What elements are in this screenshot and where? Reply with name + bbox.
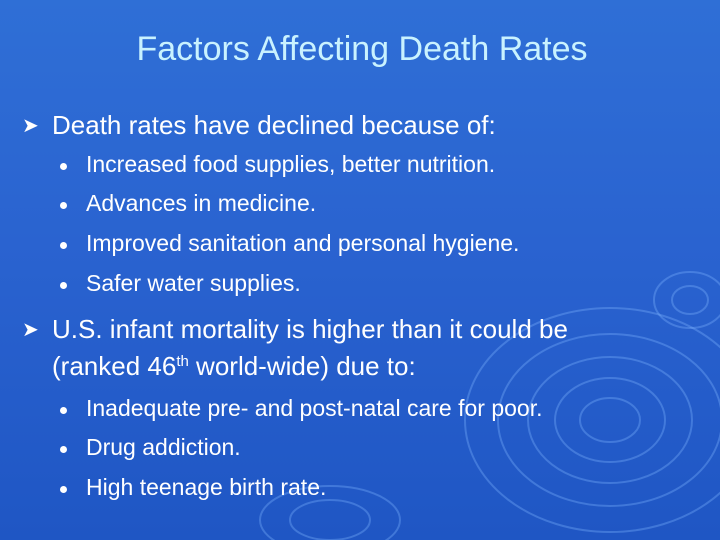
subbullet-item: Safer water supplies. (60, 267, 301, 300)
slide-title: Factors Affecting Death Rates (136, 30, 588, 68)
round-bullet-icon (60, 446, 67, 453)
bullet-text-line2: (ranked 46th world-wide) due to: (52, 351, 416, 381)
round-bullet-icon (60, 486, 67, 493)
subbullet-item: Inadequate pre- and post-natal care for … (60, 392, 542, 425)
round-bullet-icon (60, 202, 67, 209)
arrow-bullet-icon: ➤ (22, 115, 39, 137)
round-bullet-icon (60, 407, 67, 414)
bullet-text: Death rates have declined because of: (52, 110, 496, 140)
bullet-infant-mortality: ➤ U.S. infant mortality is higher than it… (22, 311, 568, 384)
arrow-bullet-icon: ➤ (22, 319, 39, 341)
bullet-text-line1: U.S. infant mortality is higher than it … (52, 314, 568, 344)
round-bullet-icon (60, 242, 67, 249)
subbullet-item: Increased food supplies, better nutritio… (60, 148, 495, 181)
subbullet-item: Advances in medicine. (60, 187, 316, 220)
ordinal-superscript: th (176, 353, 189, 370)
subbullet-item: Drug addiction. (60, 431, 241, 464)
round-bullet-icon (60, 282, 67, 289)
subbullet-item: Improved sanitation and personal hygiene… (60, 227, 519, 260)
subbullet-item: High teenage birth rate. (60, 471, 326, 504)
round-bullet-icon (60, 163, 67, 170)
bullet-death-rates: ➤ Death rates have declined because of: (22, 107, 496, 144)
